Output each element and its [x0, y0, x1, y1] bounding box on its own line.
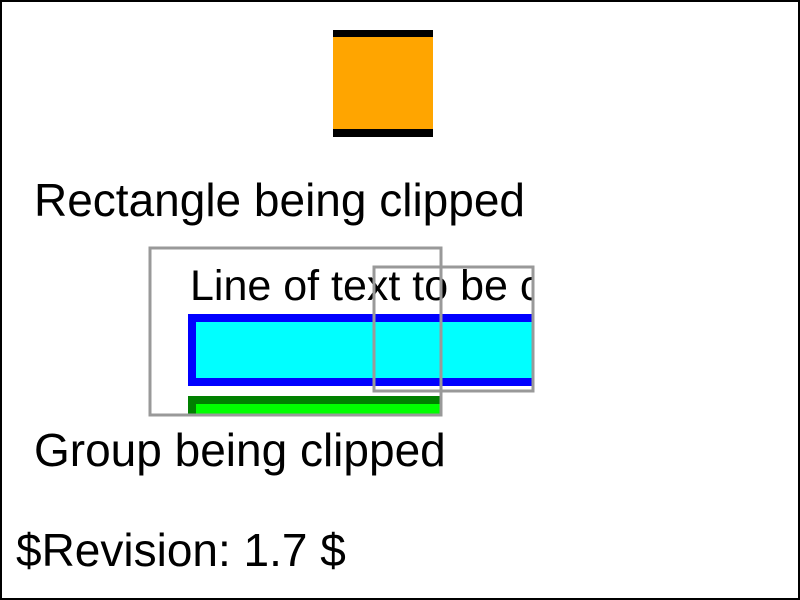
- clipped-group: Line of text to be clipped: [188, 262, 656, 415]
- rectangle-caption: Rectangle being clipped: [34, 174, 525, 226]
- group-caption: Group being clipped: [34, 424, 446, 476]
- clip-outline-right: [372, 265, 535, 393]
- clipped-rectangle-demo: [333, 30, 433, 137]
- revision-label: $Revision: 1.7 $: [16, 524, 346, 576]
- cyan-rectangle: [188, 314, 533, 386]
- green-rectangle: [188, 396, 456, 415]
- clipped-text-line: Line of text to be clipped: [190, 262, 656, 310]
- clip-outline-left: [148, 246, 443, 417]
- clipped-group-demo: Line of text to be clipped: [148, 246, 656, 417]
- orange-rectangle: [333, 37, 433, 129]
